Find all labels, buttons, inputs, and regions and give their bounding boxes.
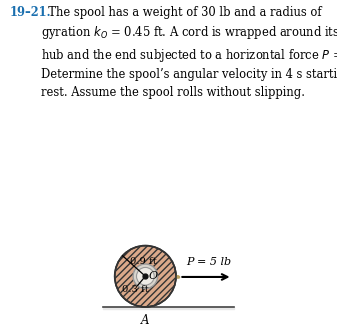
Circle shape [115, 246, 176, 307]
Circle shape [133, 264, 158, 289]
Text: 0.3 ft: 0.3 ft [122, 285, 148, 294]
Text: O: O [148, 271, 157, 281]
Text: 19–21.: 19–21. [10, 6, 52, 19]
Circle shape [136, 267, 154, 285]
Text: P = 5 lb: P = 5 lb [186, 257, 231, 267]
Text: 0.9 ft: 0.9 ft [130, 257, 156, 266]
Text: The spool has a weight of 30 lb and a radius of
gyration $k_O$ = 0.45 ft. A cord: The spool has a weight of 30 lb and a ra… [41, 6, 337, 98]
Text: A: A [141, 314, 150, 327]
